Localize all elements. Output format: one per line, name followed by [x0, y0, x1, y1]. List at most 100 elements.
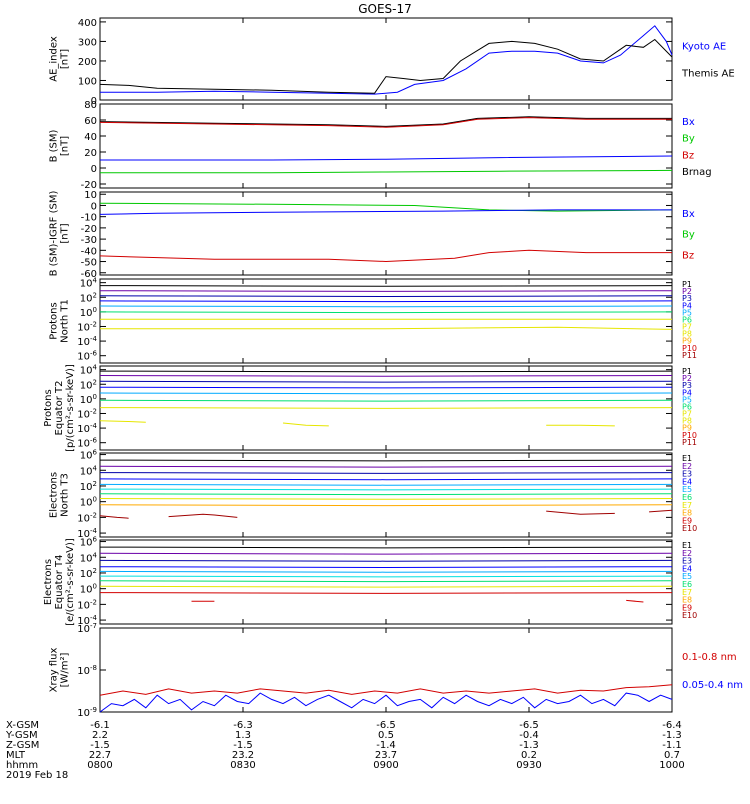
- series-bz: [99, 249, 672, 263]
- y-tick-label: 300: [78, 37, 97, 48]
- footer-value: 0800: [87, 760, 112, 771]
- legend-entry: E4: [682, 477, 692, 486]
- series-e7: [99, 493, 673, 496]
- legend-entry: E9: [682, 603, 692, 612]
- y-tick-label: 10-4: [77, 335, 97, 348]
- y-tick-label: 80: [84, 100, 97, 111]
- y-tick-label: 10-4: [77, 614, 97, 627]
- legend-entry: E5: [682, 572, 692, 581]
- series-brnag: [99, 116, 672, 127]
- footer-value: 23.2: [232, 750, 254, 761]
- legend-entry: P10: [682, 431, 697, 440]
- legend-entry: Brnag: [682, 167, 712, 178]
- series-e1: [99, 546, 673, 549]
- y-tick-label: 10-2: [77, 511, 97, 524]
- series-p3: [99, 380, 673, 383]
- series-bz: [99, 117, 672, 128]
- series-p2: [99, 290, 673, 292]
- series-0-05-0-4-nm: [99, 692, 673, 713]
- footer-value: 1000: [659, 760, 684, 771]
- y-tick-label: 10-4: [77, 527, 97, 540]
- legend-entry: 0.1-0.8 nm: [682, 652, 737, 663]
- footer-value: -1.3: [519, 740, 539, 751]
- legend-entry: Bx: [682, 117, 695, 128]
- legend-entry: P7: [682, 410, 692, 419]
- series-by: [100, 169, 673, 174]
- footer-row-label: Z-GSM: [6, 740, 39, 751]
- footer-value: 22.7: [89, 750, 111, 761]
- legend-entry: P8: [682, 330, 692, 339]
- series-e9: [99, 592, 673, 594]
- series-e10: [99, 515, 129, 519]
- legend-entry: E1: [682, 541, 692, 550]
- y-axis-label: [nT]: [60, 136, 71, 156]
- panel-frame: [99, 191, 673, 276]
- footer-value: -6.4: [662, 720, 682, 731]
- legend-entry: P7: [682, 323, 692, 332]
- series-e2: [99, 552, 673, 555]
- footer-value: 0.5: [378, 730, 394, 741]
- legend-entry: E10: [682, 611, 697, 620]
- y-tick-label: 10-6: [77, 350, 97, 363]
- y-tick-label: 10-4: [77, 422, 97, 435]
- y-tick-label: 102: [80, 291, 97, 304]
- y-axis-label: Xray flux: [49, 648, 60, 693]
- y-tick-label: 10: [84, 190, 97, 201]
- panel-3: 100-10-20-30-40-50-60 B (SM)-IGRF (SM) [nT…: [49, 190, 695, 280]
- y-tick-label: 400: [78, 18, 97, 29]
- y-axis-label: Equator T2: [54, 381, 65, 436]
- series-p5: [99, 305, 673, 308]
- legend-entry: P10: [682, 344, 697, 353]
- y-tick-label: -60: [81, 269, 97, 280]
- panel-1: 0 100 200 300 400 AE_index [nT] Kyoto AE Themis …: [49, 17, 735, 107]
- series-p4: [99, 386, 673, 389]
- series-e4: [99, 566, 673, 569]
- footer-value: 0930: [516, 760, 541, 771]
- legend-entry: P2: [682, 287, 692, 296]
- y-tick-label: -40: [81, 246, 97, 257]
- y-tick-label: 104: [80, 364, 98, 377]
- y-axis-label: Equator T4: [54, 555, 65, 610]
- legend-entry: Themis AE: [681, 69, 735, 80]
- panel-8: 10-7 10-8 10-9 Xray flux [W/m²] 0.1-0.8 nm 0.0…: [49, 622, 744, 719]
- y-axis-label: B (SM)-IGRF (SM): [49, 191, 60, 277]
- legend-entry: 0.05-0.4 nm: [682, 680, 743, 691]
- y-tick-label: 0: [91, 164, 97, 175]
- y-tick-label: 102: [80, 480, 97, 493]
- legend-entry: P6: [682, 402, 692, 411]
- series-p7: [99, 407, 673, 409]
- series-e6: [99, 488, 673, 491]
- legend-entry: P9: [682, 424, 692, 433]
- legend-entry: E3: [682, 557, 692, 566]
- footer-row-label: Y-GSM: [5, 730, 38, 741]
- legend-entry: E9: [682, 516, 692, 525]
- y-tick-label: -30: [81, 235, 97, 246]
- footer-value: -6.5: [519, 720, 539, 731]
- legend-entry: Kyoto AE: [682, 41, 726, 52]
- legend-entry: P5: [682, 308, 692, 317]
- y-tick-label: 20: [84, 148, 97, 159]
- legend-entry: E2: [682, 462, 692, 471]
- y-tick-label: 10-2: [77, 320, 97, 333]
- series-kyoto-ae: [100, 25, 673, 95]
- legend-entry: E10: [682, 524, 697, 533]
- series-p2: [99, 375, 673, 377]
- series-e5: [99, 570, 673, 573]
- footer-value: 0.7: [664, 750, 680, 761]
- series-e8: [99, 585, 673, 588]
- series-e4: [99, 478, 673, 481]
- series-e2: [99, 465, 673, 468]
- footer-row-label: X-GSM: [6, 720, 39, 731]
- y-tick-label: 106: [80, 449, 98, 462]
- y-tick-label: 200: [78, 57, 97, 68]
- series-p1: [99, 285, 673, 287]
- legend-entry: P3: [682, 294, 692, 303]
- footer-value: -1.1: [662, 740, 682, 751]
- series-e10d: [649, 509, 673, 513]
- y-tick-label: 10-2: [77, 407, 97, 420]
- series-bx: [100, 155, 673, 161]
- footer-date: 2019 Feb 18: [6, 770, 68, 781]
- legend-entry: P11: [682, 438, 697, 447]
- series-e1: [99, 459, 673, 462]
